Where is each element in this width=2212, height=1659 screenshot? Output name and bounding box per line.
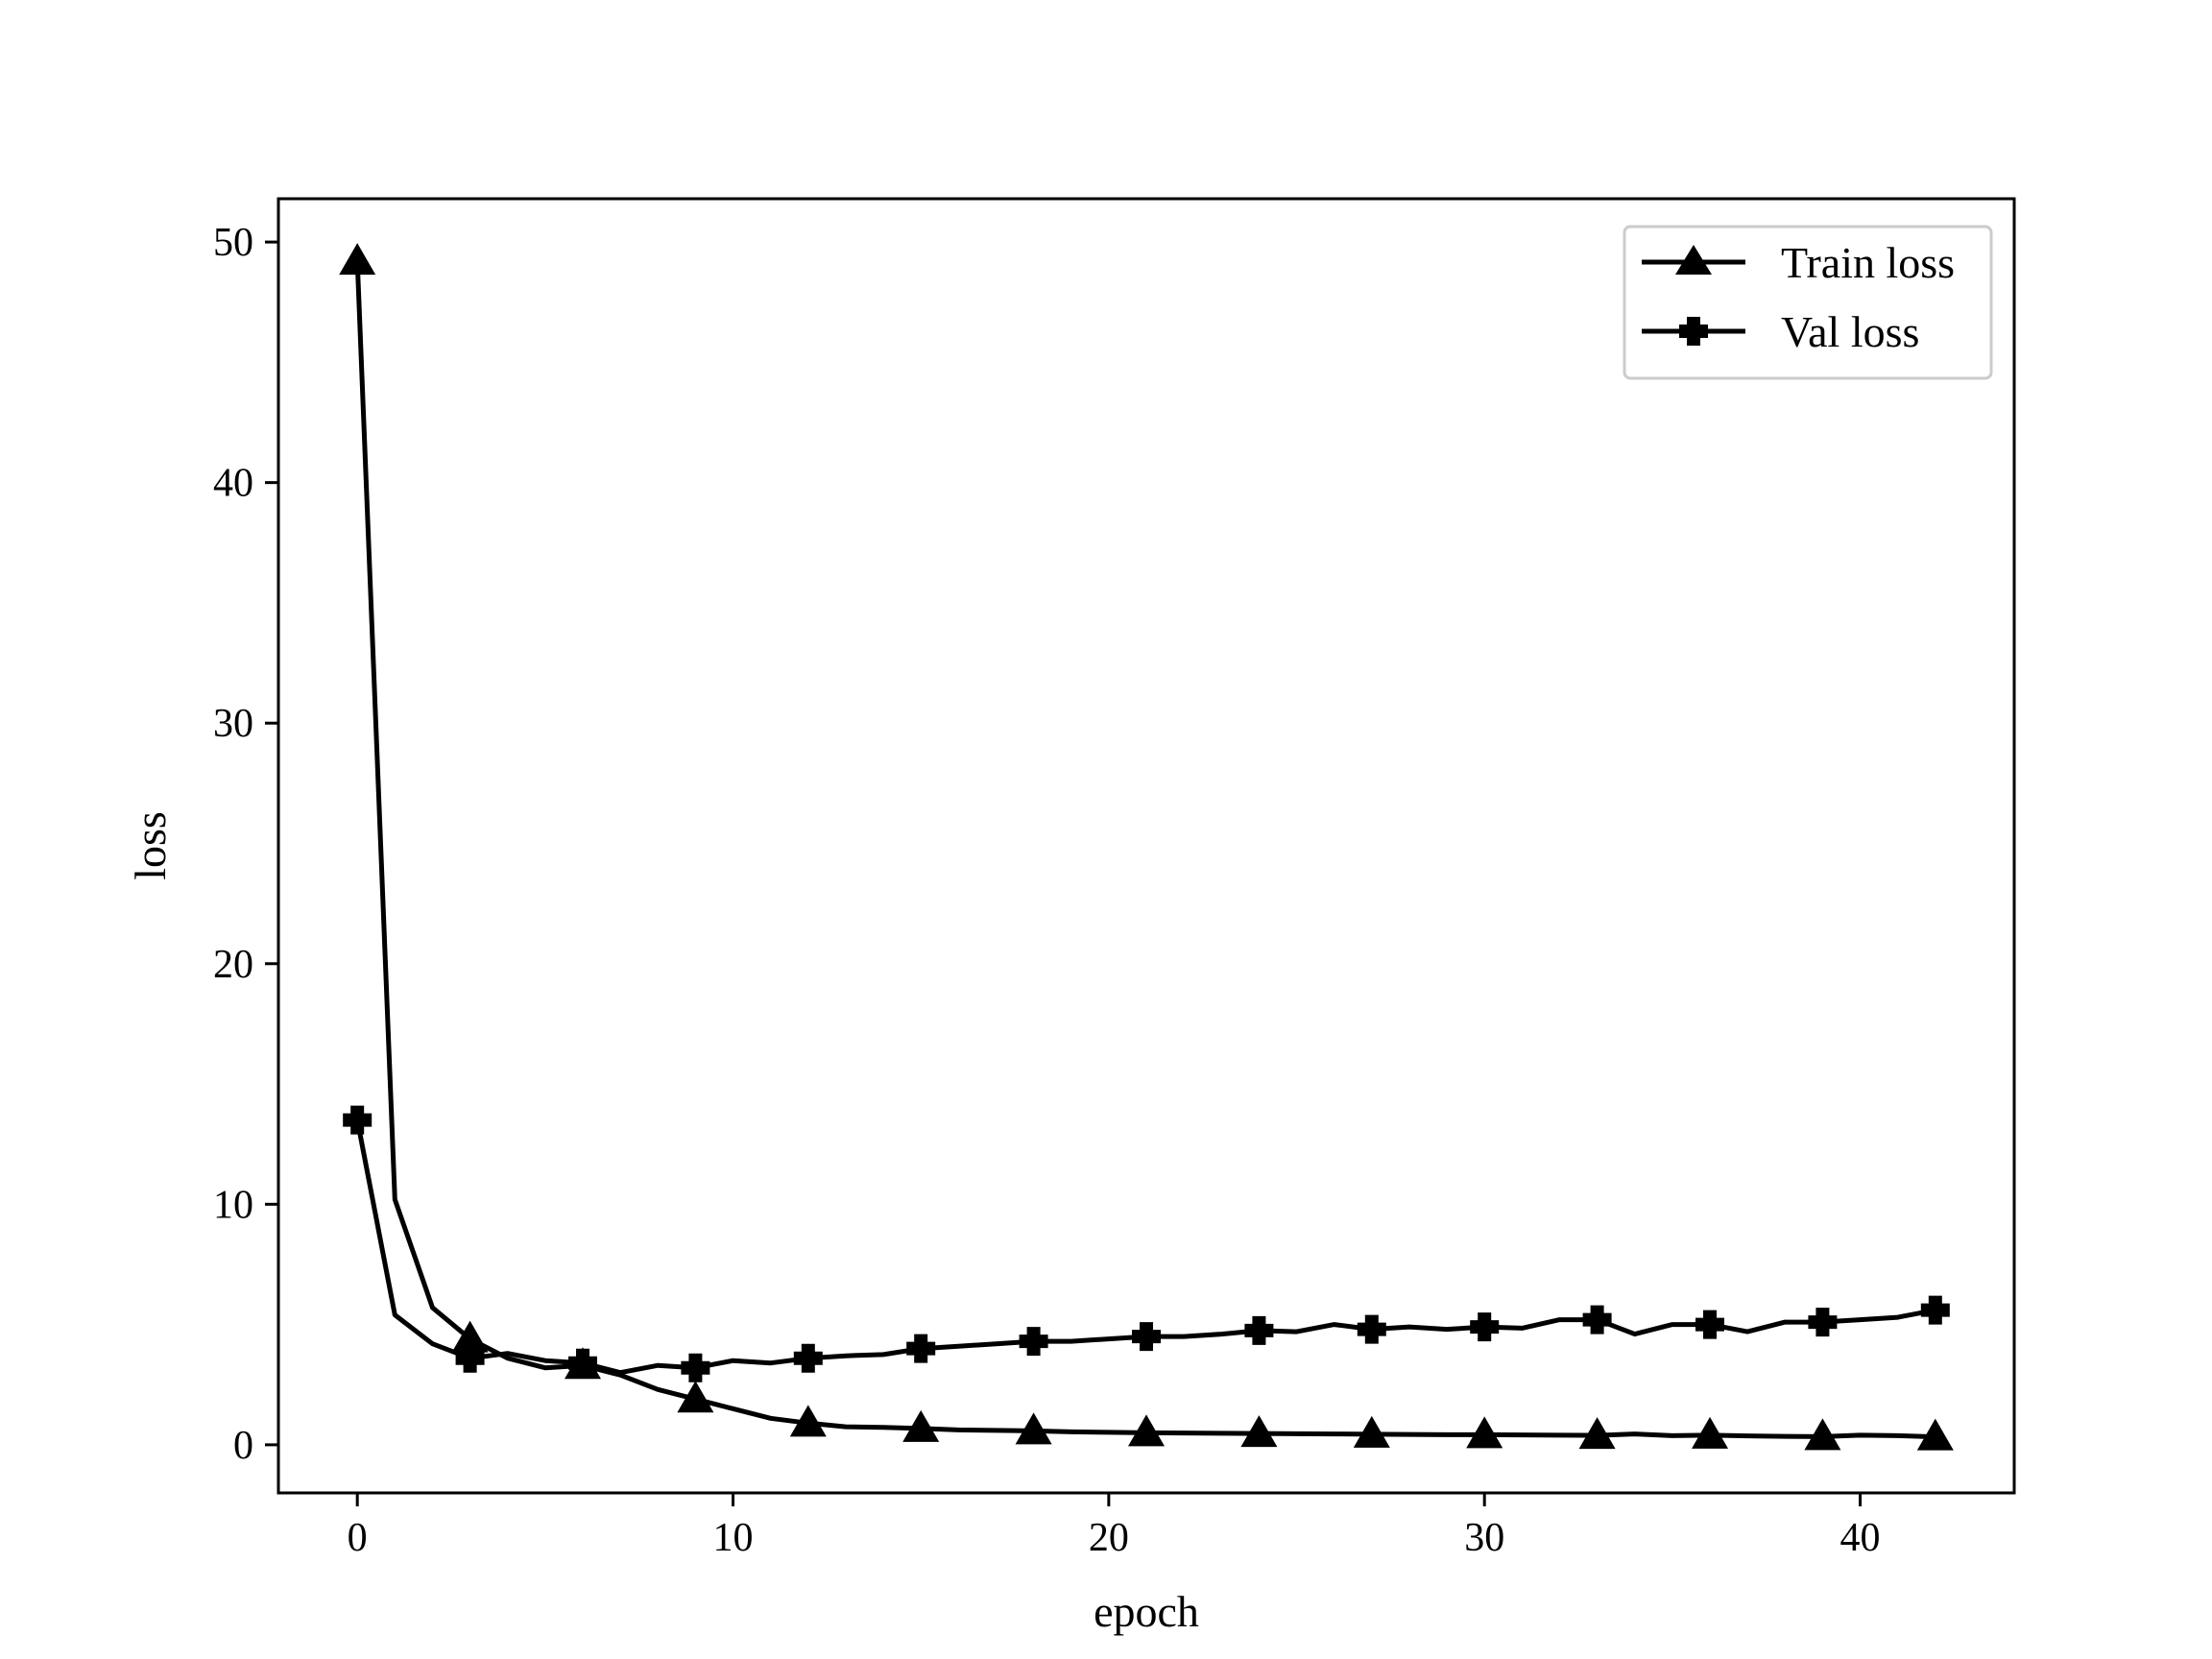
train-loss-point xyxy=(1578,1417,1616,1450)
val-loss-point xyxy=(1244,1315,1274,1345)
y-tick-label: 30 xyxy=(213,702,253,746)
y-tick-label: 50 xyxy=(213,221,253,265)
val-loss-point xyxy=(681,1353,710,1382)
train-loss-point xyxy=(451,1320,489,1353)
y-tick-label: 40 xyxy=(213,462,253,506)
train-loss-point xyxy=(1015,1412,1052,1445)
val-loss-point xyxy=(1695,1310,1725,1339)
plot-frame xyxy=(276,197,2016,1495)
val-loss-point xyxy=(1470,1312,1500,1342)
x-axis-ticks: 0 10 20 30 40 xyxy=(348,1493,1881,1560)
val-loss-point xyxy=(567,1348,597,1378)
series-layer xyxy=(339,243,1954,1451)
train-loss-line xyxy=(354,261,1936,1440)
x-tick-label: 40 xyxy=(1840,1516,1881,1560)
train-loss-point xyxy=(1804,1418,1841,1451)
train-loss-point xyxy=(1692,1416,1729,1449)
train-loss-point xyxy=(902,1409,940,1442)
legend-val-marker xyxy=(1679,317,1708,346)
legend-train-label: Train loss xyxy=(1781,238,1955,287)
train-loss-point xyxy=(1353,1415,1390,1448)
train-loss-point xyxy=(339,243,376,276)
x-tick-label: 20 xyxy=(1089,1516,1129,1560)
y-axis-label: loss xyxy=(126,811,175,880)
train-loss-point xyxy=(677,1381,714,1413)
val-loss-point xyxy=(1582,1305,1612,1334)
train-loss-point xyxy=(1240,1415,1278,1448)
train-loss-point xyxy=(1466,1416,1503,1449)
val-loss-point xyxy=(343,1105,373,1135)
legend: Train loss Val loss xyxy=(1623,225,1993,380)
train-loss-point xyxy=(1916,1418,1954,1451)
val-loss-point xyxy=(1132,1322,1161,1352)
val-loss-point xyxy=(1920,1295,1950,1325)
y-tick-label: 0 xyxy=(233,1424,253,1468)
train-loss-point xyxy=(1128,1414,1165,1447)
y-tick-label: 10 xyxy=(213,1183,253,1227)
y-tick-label: 20 xyxy=(213,943,253,987)
train-loss-point xyxy=(789,1405,827,1437)
x-tick-label: 0 xyxy=(348,1516,368,1560)
x-tick-label: 30 xyxy=(1464,1516,1504,1560)
x-axis-label: epoch xyxy=(1094,1587,1199,1636)
legend-val-label: Val loss xyxy=(1781,307,1919,356)
val-loss-point xyxy=(906,1334,936,1363)
val-loss-point xyxy=(1357,1314,1386,1344)
val-loss-point xyxy=(1019,1327,1048,1357)
val-loss-point xyxy=(1808,1308,1838,1337)
legend-train-marker xyxy=(1675,245,1712,275)
x-tick-label: 10 xyxy=(713,1516,754,1560)
val-loss-point xyxy=(793,1343,823,1373)
y-axis-ticks: 0 10 20 30 40 50 xyxy=(213,221,278,1468)
val-loss-point xyxy=(455,1343,485,1373)
